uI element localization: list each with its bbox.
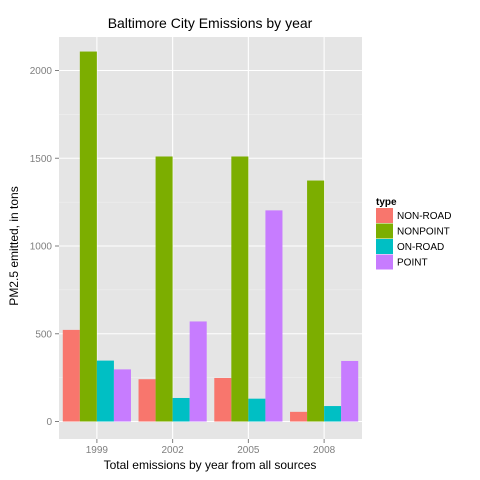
legend-label: ON-ROAD <box>397 242 444 253</box>
bar-nonpoint-1999 <box>79 51 97 422</box>
y-tick-label: 1000 <box>30 242 53 253</box>
bar-on-road-2002 <box>172 397 190 422</box>
bar-non-road-1999 <box>62 329 80 422</box>
legend-item-nonpoint: NONPOINT <box>376 223 450 239</box>
legend-swatch <box>376 254 393 270</box>
legend-label: NON-ROAD <box>397 211 451 222</box>
bar-on-road-1999 <box>96 360 114 422</box>
legend-items: NON-ROAD NONPOINT ON-ROAD POINT <box>376 208 451 270</box>
x-tick-label: 2005 <box>237 445 260 456</box>
legend-item-on-road: ON-ROAD <box>376 239 444 254</box>
bar-on-road-2008 <box>324 406 342 422</box>
legend-swatch <box>376 239 393 254</box>
legend: type NON-ROAD NONPOINT ON-ROAD POINT <box>376 197 451 270</box>
y-tick-label: 1500 <box>30 154 53 165</box>
bar-nonpoint-2002 <box>155 156 173 422</box>
x-tick-label: 2002 <box>162 445 185 456</box>
legend-label: POINT <box>397 258 428 269</box>
y-tick-label: 500 <box>35 329 52 340</box>
bar-point-2008 <box>341 360 359 422</box>
legend-item-non-road: NON-ROAD <box>376 208 451 223</box>
y-tick-label: 0 <box>46 417 52 428</box>
chart-title: Baltimore City Emissions by year <box>108 15 313 31</box>
bar-non-road-2008 <box>290 411 308 422</box>
legend-item-point: POINT <box>376 254 428 270</box>
legend-swatch <box>376 208 393 223</box>
bar-nonpoint-2005 <box>231 156 249 422</box>
x-tick-label: 2008 <box>313 445 336 456</box>
bar-point-1999 <box>113 369 131 422</box>
legend-label: NONPOINT <box>397 227 450 238</box>
x-tick-label: 1999 <box>86 445 109 456</box>
y-axis: 0 500 1000 1500 2000 <box>30 66 59 428</box>
x-axis: 1999 2002 2005 2008 <box>86 439 336 456</box>
bar-non-road-2002 <box>138 379 156 422</box>
bar-on-road-2005 <box>248 398 266 422</box>
bar-point-2002 <box>189 321 207 422</box>
bar-point-2005 <box>265 210 283 422</box>
y-axis-title: PM2.5 emitted, in tons <box>7 186 21 305</box>
legend-swatch <box>376 223 393 239</box>
bars <box>62 51 359 422</box>
y-tick-label: 2000 <box>30 66 53 77</box>
x-axis-title: Total emissions by year from all sources <box>104 458 317 472</box>
bar-non-road-2005 <box>214 377 232 422</box>
bar-nonpoint-2008 <box>307 180 325 422</box>
legend-title: type <box>376 197 397 208</box>
